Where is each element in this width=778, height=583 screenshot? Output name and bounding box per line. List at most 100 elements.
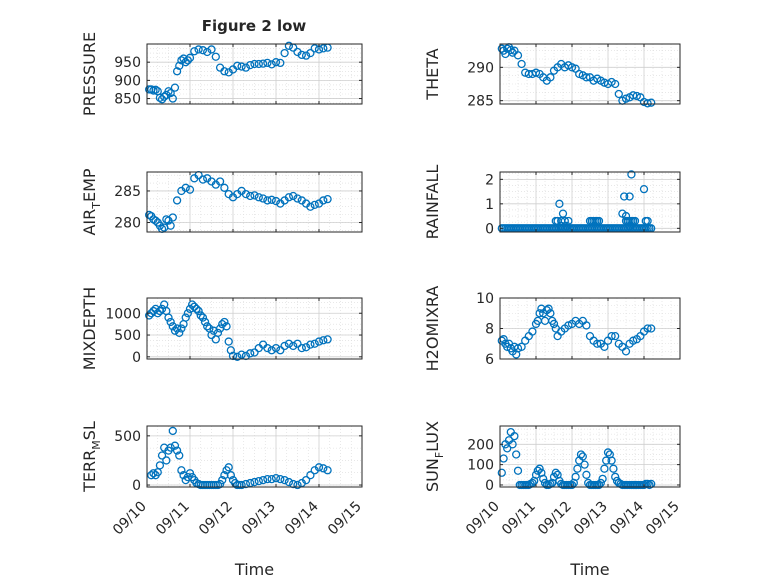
panel-5-y-tick-label: 8: [485, 322, 494, 338]
panel-3-data-point: [639, 184, 649, 194]
panel-0-data-point: [160, 92, 169, 101]
panel-7-data-point: [609, 464, 618, 473]
panel-2-data-point: [241, 189, 251, 199]
panel-0-data-point: [263, 58, 272, 68]
panel-6-data-point: [241, 479, 251, 489]
panel-6-data-point: [168, 426, 177, 436]
panel-6-data-point: [166, 443, 175, 452]
panel-2-y-tick-label: 285: [114, 184, 141, 200]
panel-4-data-point: [233, 352, 242, 361]
panel-7-y-tick-label: 100: [467, 458, 494, 474]
panel-2-data-point: [172, 196, 182, 205]
panel-0-y-tick-label: 900: [114, 73, 141, 89]
panel-3-data-point: [557, 221, 566, 231]
panel-6-data-point: [170, 441, 180, 450]
panel-0-data-point: [203, 47, 212, 57]
panel-4-data-point: [153, 309, 162, 318]
panel-1-data-point: [575, 69, 584, 79]
panel-7-data-point: [551, 468, 560, 477]
panel-0-data-point: [233, 61, 242, 70]
panel-3-y-axis-label: RAINFALL: [423, 165, 442, 240]
panel-0-data-point: [237, 62, 246, 71]
panel-4-data-point: [196, 311, 205, 320]
panel-6-data-point: [280, 475, 289, 485]
panel-7-data-point: [596, 478, 605, 488]
panel-7-data-point: [607, 456, 616, 465]
panel-4-data-point: [284, 339, 294, 348]
panel-4-data-point: [263, 343, 272, 353]
panel-5-data-point: [647, 324, 656, 333]
panel-4-data-point: [190, 302, 199, 311]
panel-7-data-point: [512, 450, 521, 459]
panel-4-data-point: [222, 322, 231, 331]
panel-0-data-point: [271, 58, 281, 67]
panel-6-x-tick-label: 09/12: [196, 499, 236, 539]
panel-7-data-point: [603, 448, 613, 457]
panel-7-x-axis-label: Time: [569, 560, 609, 579]
panel-2-data-point: [151, 216, 160, 225]
panel-5-data-point: [643, 324, 652, 333]
panel-0-data-point: [220, 67, 229, 76]
panel-4-data-point: [192, 304, 201, 314]
panel-4-data-point: [187, 300, 197, 309]
panel-4-data-point: [271, 343, 281, 353]
panel-7-x-tick-label: 09/13: [571, 499, 611, 539]
panel-6-data-point: [147, 471, 156, 480]
panel-6-data-point: [293, 480, 302, 490]
panel-1-data-point: [582, 73, 591, 82]
panel-6-data-point: [149, 469, 158, 478]
panel-2-data-point: [319, 196, 328, 205]
panel-2-data-point: [185, 185, 195, 194]
panel-0-data-point: [241, 63, 251, 72]
panel-7-data-point: [578, 452, 587, 461]
panel-6-data-point: [183, 473, 193, 482]
panel-0-data-point: [319, 44, 328, 53]
panel-4-data-point: [280, 341, 289, 351]
panel-7-data-point: [571, 472, 580, 481]
panel-0-data-point: [267, 60, 276, 69]
panel-3-axes-box: [499, 171, 681, 233]
panel-2-y-tick-label: 280: [114, 216, 141, 232]
panel-0-data-point: [254, 59, 263, 69]
panel-2-data-point: [198, 175, 208, 184]
panel-7-data-point: [602, 456, 611, 465]
panel-1-data-point: [614, 89, 623, 99]
panel-2-data-point: [263, 196, 272, 205]
panel-2-data-point: [258, 194, 268, 203]
panel-1-data-point: [517, 59, 526, 69]
panel-3-data-point: [620, 192, 629, 201]
panel-6-data-point: [185, 469, 195, 478]
panel-4-y-tick-label: 500: [114, 328, 141, 344]
panel-3-data-point: [558, 209, 568, 218]
panel-6-data-point: [177, 466, 186, 475]
panel-7-data-point: [598, 474, 607, 484]
panel-0-data-point: [301, 51, 311, 60]
panel-7-data-point: [580, 460, 589, 469]
panel-4-data-point: [172, 324, 182, 333]
panel-7-data-point: [513, 466, 523, 475]
panel-4-data-point: [301, 343, 311, 352]
panel-4-data-point: [183, 309, 193, 318]
panel-5-data-point: [544, 304, 553, 313]
panel-0-data-point: [198, 46, 208, 55]
panel-2-data-point: [293, 194, 302, 203]
panel-4-y-tick-label: 0: [132, 350, 141, 366]
panel-6-data-point: [271, 473, 281, 483]
panel-5-data-point: [600, 342, 609, 351]
panel-6-data-point: [226, 471, 236, 480]
panel-0-y-axis-label: PRESSURE: [80, 32, 99, 116]
panel-5-data-point: [607, 331, 616, 341]
panel-0-data-point: [166, 88, 175, 98]
panel-4-data-point: [237, 350, 246, 359]
panel-2-data-point: [215, 177, 225, 186]
panel-5-y-axis-label: H2OMIXRA: [423, 286, 442, 372]
panel-7-data-point: [594, 480, 604, 490]
panel-6-data-point: [157, 451, 167, 460]
panel-6-data-point: [301, 475, 311, 485]
panel-5-data-point: [528, 327, 537, 336]
panel-1-data-point: [647, 98, 656, 107]
panel-6-axes-box: [146, 425, 363, 488]
panel-7-x-tick-label: 09/10: [463, 499, 503, 539]
panel-6-data-point: [155, 461, 165, 470]
